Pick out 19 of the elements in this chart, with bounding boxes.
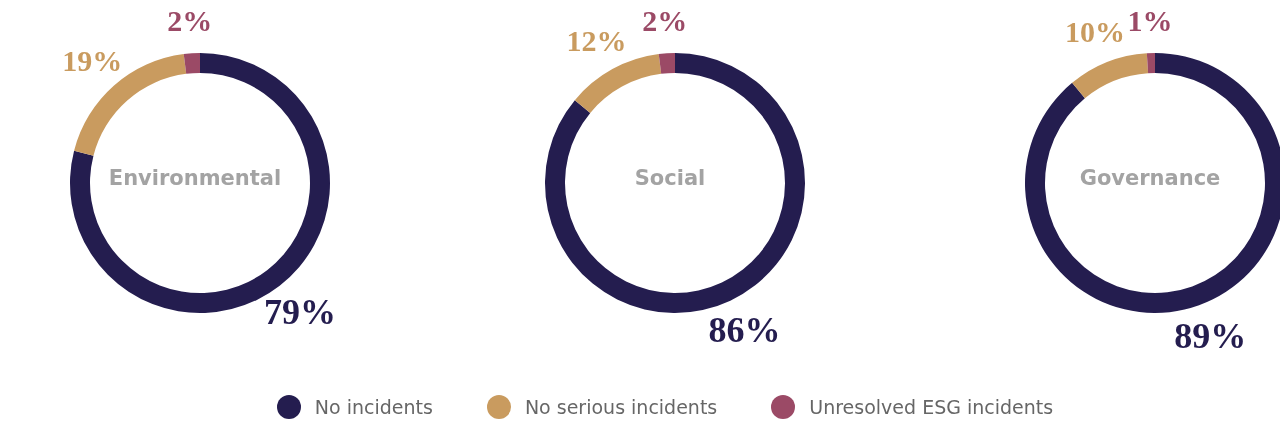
donut-slice [574,54,662,113]
legend-label: Unresolved ESG incidents [809,396,1054,418]
donut-slice [545,53,805,313]
data-label: 12% [566,23,627,57]
data-label: 10% [1065,14,1125,48]
data-label: 2% [167,3,213,37]
data-label: 19% [62,44,123,78]
legend-label: No incidents [314,396,433,418]
data-label: 89% [1174,316,1247,357]
data-label: 79% [263,291,336,332]
data-label: 2% [642,3,688,37]
data-label: 1% [1127,3,1173,37]
text: Environmental [108,166,282,190]
data-label: 86% [708,310,781,351]
text: Governance [1079,166,1221,190]
text: Social [634,166,706,190]
donut-slice [183,53,200,74]
donut-slice [658,53,675,74]
legend-label: No serious incidents [524,396,718,418]
